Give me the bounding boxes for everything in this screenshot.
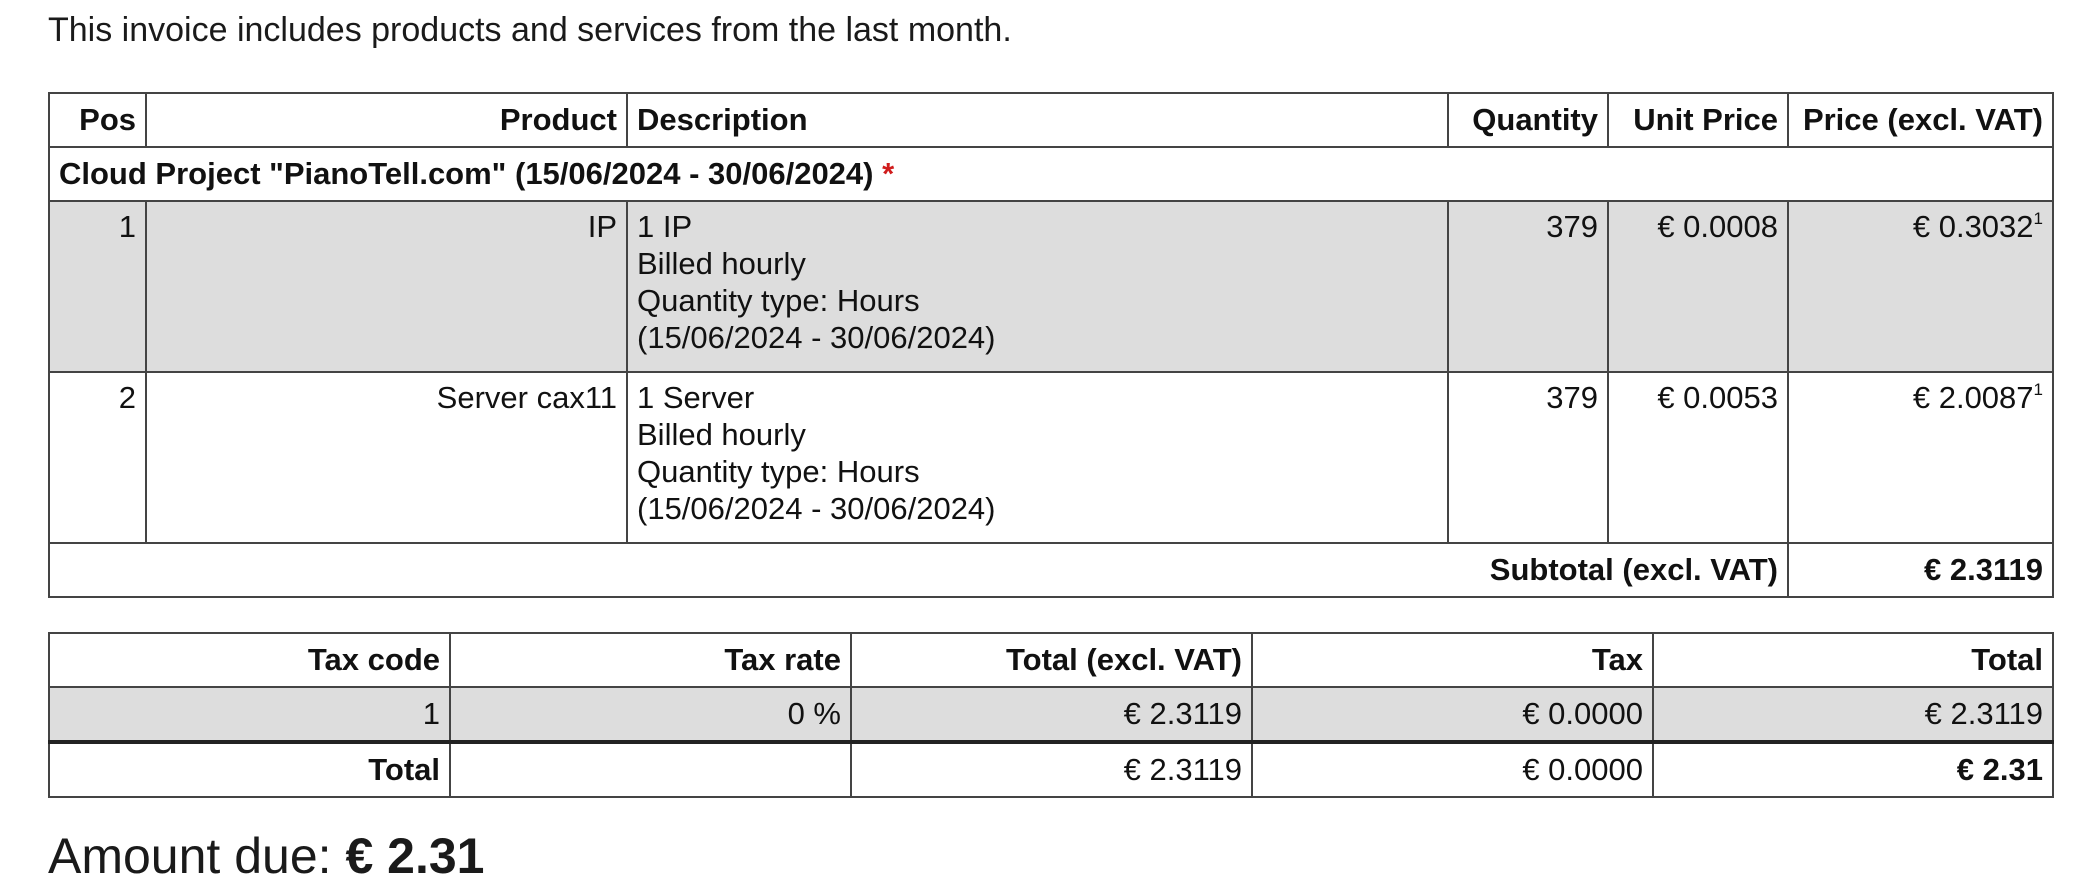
intro-text: This invoice includes products and servi… [48,11,1012,49]
header-tax: Tax [1251,632,1654,688]
row-pos: 2 [48,371,147,544]
row-quantity: 379 [1447,371,1609,544]
tax-header-row: Tax code Tax rate Total (excl. VAT) Tax … [48,632,2054,688]
row-unit-price: € 0.0008 [1607,200,1789,373]
row-product: IP [145,200,628,373]
description-line: Quantity type: Hours [637,283,920,318]
header-pos: Pos [48,92,147,148]
header-product: Product [145,92,628,148]
header-unit-price: Unit Price [1607,92,1789,148]
header-description: Description [626,92,1449,148]
row-pos: 1 [48,200,147,373]
group-row: Cloud Project "PianoTell.com" (15/06/202… [48,146,2054,202]
group-marker: * [882,156,895,191]
amount-due-value: € 2.31 [345,828,485,884]
amount-due-label: Amount due: [48,828,332,884]
description-line: 1 IP [637,209,693,244]
subtotal-label: Subtotal (excl. VAT) [48,542,1789,598]
tax-code-cell: 1 [48,686,451,743]
price-footnote: 1 [2033,208,2043,228]
totals-tax-rate [449,740,852,798]
table-row: 1 0 % € 2.3119 € 0.0000 € 2.3119 [48,686,2054,743]
row-description: 1 IP Billed hourly Quantity type: Hours … [626,200,1449,373]
tax-rate-cell: 0 % [449,686,852,743]
items-header-row: Pos Product Description Quantity Unit Pr… [48,92,2054,148]
header-quantity: Quantity [1447,92,1609,148]
row-unit-price: € 0.0053 [1607,371,1789,544]
row-quantity: 379 [1447,200,1609,373]
description-line: (15/06/2024 - 30/06/2024) [637,320,996,355]
total-cell: € 2.3119 [1652,686,2054,743]
description-line: 1 Server [637,380,755,415]
description-line: (15/06/2024 - 30/06/2024) [637,491,996,526]
row-description: 1 Server Billed hourly Quantity type: Ho… [626,371,1449,544]
table-row: 1 IP 1 IP Billed hourly Quantity type: H… [48,200,2054,373]
subtotal-value: € 2.3119 [1787,542,2054,598]
header-tax-code: Tax code [48,632,451,688]
subtotal-row: Subtotal (excl. VAT) € 2.3119 [48,542,2054,598]
description-line: Quantity type: Hours [637,454,920,489]
header-tax-rate: Tax rate [449,632,852,688]
description-line: Billed hourly [637,246,806,281]
total-excl-cell: € 2.3119 [850,686,1253,743]
header-total: Total [1652,632,2054,688]
group-cell: Cloud Project "PianoTell.com" (15/06/202… [48,146,2054,202]
group-title: Cloud Project "PianoTell.com" (15/06/202… [59,156,874,191]
tax-cell: € 0.0000 [1251,686,1654,743]
totals-total: € 2.31 [1652,740,2054,798]
totals-label: Total [48,740,451,798]
price-value: € 2.0087 [1912,380,2034,415]
amount-due: Amount due: € 2.31 [48,826,484,886]
table-row: 2 Server cax11 1 Server Billed hourly Qu… [48,371,2054,544]
tax-table: Tax code Tax rate Total (excl. VAT) Tax … [48,632,2054,798]
price-value: € 0.3032 [1912,209,2034,244]
price-footnote: 1 [2033,379,2043,399]
row-price: € 2.00871 [1787,371,2054,544]
tax-totals-row: Total € 2.3119 € 0.0000 € 2.31 [48,740,2054,798]
header-total-excl: Total (excl. VAT) [850,632,1253,688]
row-product: Server cax11 [145,371,628,544]
header-price: Price (excl. VAT) [1787,92,2054,148]
totals-tax: € 0.0000 [1251,740,1654,798]
row-price: € 0.30321 [1787,200,2054,373]
items-table: Pos Product Description Quantity Unit Pr… [48,92,2054,598]
description-line: Billed hourly [637,417,806,452]
totals-total-excl: € 2.3119 [850,740,1253,798]
